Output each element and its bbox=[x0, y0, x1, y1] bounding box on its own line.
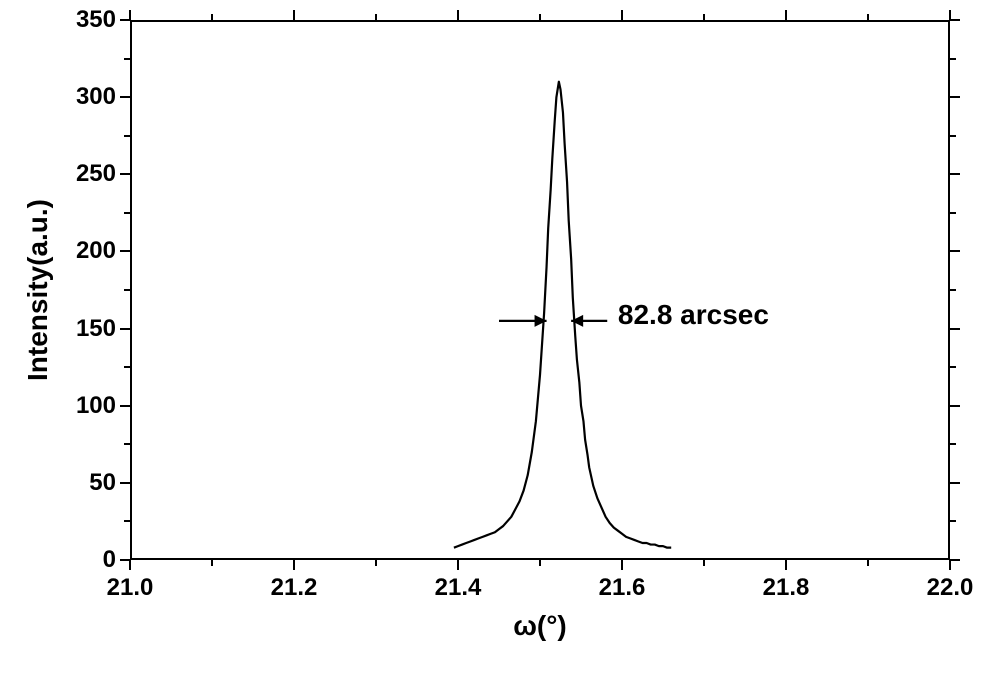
xrd-rocking-curve-figure: Intensity(a.u.) ω(°) 82.8 arcsec 21.021.… bbox=[0, 0, 1000, 681]
intensity-line bbox=[454, 82, 671, 548]
data-curve bbox=[0, 0, 1000, 681]
